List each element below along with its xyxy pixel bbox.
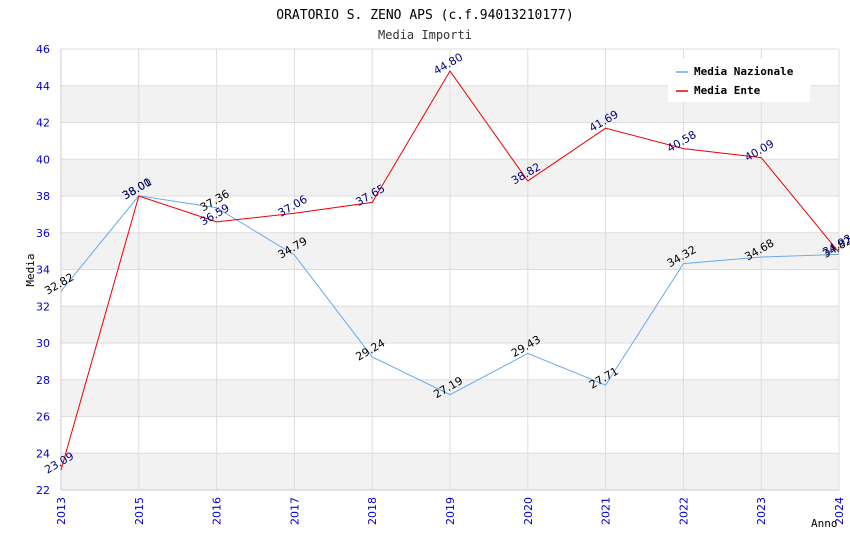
x-tick-label-2015: 2015 (133, 497, 146, 525)
legend-background (668, 59, 810, 102)
chart-subtitle: Media Importi (378, 28, 472, 42)
y-tick-label-46: 46 (36, 43, 50, 56)
legend-label-media-ente: Media Ente (694, 84, 761, 97)
y-tick-label-34: 34 (36, 264, 50, 277)
x-tick-label-2018: 2018 (366, 497, 379, 525)
x-tick-label-2023: 2023 (755, 497, 768, 525)
x-tick-label-2020: 2020 (522, 497, 535, 525)
data-label-media-ente-2022: 40.58 (665, 128, 699, 155)
data-label-media-ente-2017: 37.06 (276, 193, 310, 220)
y-tick-label-40: 40 (36, 153, 50, 166)
chart-title: ORATORIO S. ZENO APS (c.f.94013210177) (276, 8, 573, 23)
x-tick-label-2022: 2022 (677, 497, 690, 525)
x-tick-label-2019: 2019 (444, 497, 457, 525)
y-tick-label-28: 28 (36, 374, 50, 387)
y-tick-label-38: 38 (36, 190, 50, 203)
x-tick-label-2017: 2017 (288, 497, 301, 525)
legend: Media Nazionale Media Ente (668, 59, 810, 102)
x-tick-label-2024: 2024 (833, 497, 846, 525)
y-tick-label-30: 30 (36, 337, 50, 350)
series-line-media-nazionale (60, 195, 840, 396)
series-line-media-ente (60, 70, 840, 471)
y-axis-label: Media (24, 253, 37, 286)
x-tick-label-2021: 2021 (600, 497, 613, 525)
axes: 22 24 26 28 30 32 34 36 38 40 42 44 46 2013 2015 2016 20… (36, 43, 846, 525)
legend-label-media-nazionale: Media Nazionale (694, 65, 794, 78)
x-tick-label-2016: 2016 (211, 497, 224, 525)
y-tick-label-44: 44 (36, 80, 50, 93)
x-tick-label-2013: 2013 (55, 497, 68, 525)
y-tick-label-26: 26 (36, 411, 50, 424)
series-lines (60, 70, 840, 471)
y-tick-label-36: 36 (36, 227, 50, 240)
y-tick-label-42: 42 (36, 117, 50, 130)
y-tick-label-32: 32 (36, 300, 50, 313)
y-tick-label-22: 22 (36, 484, 50, 497)
grid-lines (60, 48, 840, 491)
y-tick-label-24: 24 (36, 447, 50, 460)
x-axis-label: Anno (811, 517, 838, 530)
